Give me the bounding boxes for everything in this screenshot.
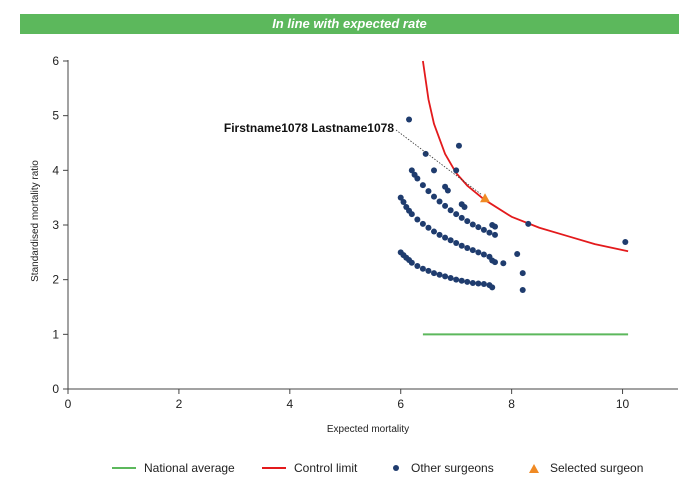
other-surgeon-point — [431, 193, 437, 200]
other-surgeon-point — [464, 218, 471, 225]
y-tick-label: 1 — [52, 327, 59, 341]
other-surgeon-point — [442, 273, 449, 280]
legend-label-control: Control limit — [294, 461, 358, 475]
y-tick-label: 6 — [52, 54, 59, 68]
x-axis-title: Expected mortality — [327, 424, 409, 435]
other-surgeon-point — [469, 221, 476, 228]
funnel-plot: 0 1 2 3 4 5 6 0 2 4 6 8 10 Firstname1078 Lastname107… — [30, 54, 678, 435]
other-surgeon-point — [475, 224, 482, 231]
y-tick-label: 5 — [52, 109, 59, 123]
other-surgeon-point — [444, 187, 451, 194]
other-surgeon-point — [453, 240, 460, 247]
other-surgeon-point — [458, 277, 465, 284]
axes: 0 1 2 3 4 5 6 0 2 4 6 8 10 — [52, 54, 678, 411]
other-surgeon-point — [519, 287, 526, 294]
other-surgeon-point — [461, 203, 468, 210]
other-surgeon-point — [419, 265, 426, 272]
selected-surgeon-label: Firstname1078 Lastname1078 — [224, 121, 394, 135]
other-surgeon-point — [486, 229, 493, 236]
other-surgeon-point — [469, 279, 476, 286]
x-tick-label: 4 — [286, 397, 293, 411]
other-surgeon-point — [480, 281, 487, 288]
series-layer — [397, 60, 629, 336]
other-surgeon-point — [436, 231, 443, 238]
other-surgeon-point — [480, 251, 487, 258]
other-surgeon-point — [436, 198, 443, 205]
other-surgeon-point — [406, 116, 413, 123]
legend-item-others: Other surgeons — [389, 458, 494, 478]
other-surgeon-point — [525, 220, 532, 227]
other-surgeon-point — [453, 211, 460, 218]
selected-surgeon-marker — [480, 193, 491, 203]
legend-label-national: National average — [144, 461, 235, 475]
y-axis-title: Standardised mortality ratio — [30, 160, 41, 282]
other-surgeon-point — [480, 226, 487, 233]
other-surgeon-point — [492, 231, 498, 238]
other-surgeon-point — [414, 263, 421, 269]
legend: National average Control limit Other sur… — [0, 458, 700, 478]
other-surgeon-point — [419, 182, 426, 189]
selected-surgeon-swatch — [529, 463, 539, 473]
other-surgeon-point — [453, 167, 460, 174]
other-surgeon-point — [414, 216, 421, 223]
legend-label-others: Other surgeons — [411, 461, 494, 475]
other-surgeon-point — [400, 199, 407, 206]
annotation-layer: Firstname1078 Lastname1078 — [224, 121, 482, 195]
other-surgeon-point — [475, 249, 482, 256]
x-tick-label: 6 — [397, 397, 404, 411]
x-tick-label: 0 — [65, 397, 72, 411]
annotation-leader-line — [395, 129, 482, 195]
other-surgeon-point — [500, 260, 507, 267]
other-surgeon-point — [447, 237, 454, 244]
other-surgeon-point — [414, 175, 421, 182]
other-surgeon-point — [489, 284, 496, 291]
other-surgeon-point — [431, 167, 437, 174]
other-surgeon-point — [447, 275, 454, 282]
other-surgeon-point — [519, 270, 526, 277]
other-surgeon-point — [622, 238, 629, 245]
other-surgeon-point — [442, 234, 449, 241]
other-surgeon-point — [442, 202, 449, 209]
other-surgeon-point — [455, 142, 462, 149]
national-average-swatch — [112, 467, 136, 469]
other-surgeon-point — [453, 276, 460, 283]
other-surgeon-point — [469, 247, 476, 254]
x-tick-label: 8 — [508, 397, 515, 411]
other-surgeon-point — [475, 280, 482, 287]
other-surgeon-point — [425, 188, 432, 195]
legend-item-national: National average — [112, 458, 235, 478]
other-surgeon-point — [464, 278, 471, 285]
other-surgeon-point — [458, 214, 465, 221]
x-tick-label: 2 — [176, 397, 183, 411]
other-surgeon-point — [431, 270, 437, 277]
other-surgeon-point — [408, 259, 415, 266]
legend-label-selected: Selected surgeon — [550, 461, 644, 475]
legend-item-selected: Selected surgeon — [526, 458, 643, 478]
other-surgeon-point — [431, 228, 437, 235]
other-surgeon-point — [464, 244, 471, 251]
x-tick-label: 10 — [616, 397, 630, 411]
legend-item-control: Control limit — [262, 458, 357, 478]
status-banner: In line with expected rate — [20, 14, 679, 34]
y-tick-label: 4 — [52, 163, 59, 177]
other-surgeon-point — [419, 220, 426, 227]
other-surgeons-swatch — [393, 465, 399, 471]
other-surgeon-point — [408, 211, 415, 218]
y-tick-label: 2 — [52, 273, 59, 287]
other-surgeon-point — [422, 150, 429, 157]
y-tick-label: 0 — [52, 382, 59, 396]
other-surgeon-point — [492, 259, 498, 266]
other-surgeon-point — [397, 194, 404, 201]
other-surgeon-point — [425, 267, 432, 274]
other-surgeon-point — [436, 271, 443, 278]
other-surgeon-point — [425, 224, 432, 231]
y-tick-label: 3 — [52, 218, 59, 232]
control-limit-line — [422, 60, 629, 253]
other-surgeon-point — [458, 242, 465, 249]
other-surgeon-point — [492, 223, 498, 230]
other-surgeon-point — [447, 207, 454, 214]
other-surgeon-point — [514, 250, 521, 257]
control-limit-swatch — [262, 467, 286, 469]
other-surgeon-point — [408, 167, 415, 174]
